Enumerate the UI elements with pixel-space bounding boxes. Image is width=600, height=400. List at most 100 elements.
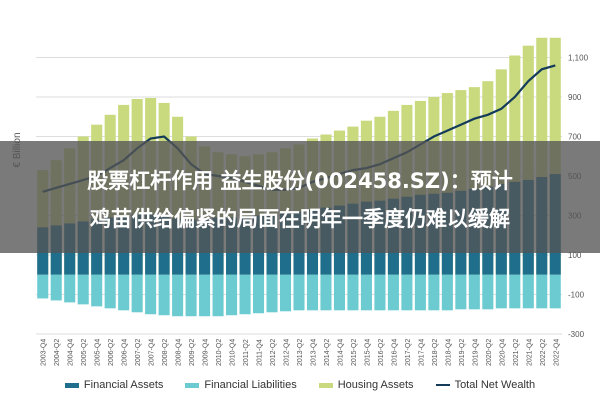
financial-liabilities-bar xyxy=(509,274,521,309)
financial-liabilities-bar xyxy=(50,274,62,301)
financial-liabilities-bar xyxy=(482,274,494,310)
x-tick-label: 2010-Q4 xyxy=(230,339,237,366)
x-tick-label: 2022-Q4 xyxy=(553,339,560,366)
x-axis-ticks: 2003-Q4 2004-Q2 2004-Q4 2005-Q2 2005-Q4 2006-… xyxy=(41,339,561,366)
x-tick-label: 2009-Q4 xyxy=(203,339,210,366)
financial-liabilities-bar xyxy=(158,274,170,316)
financial-liabilities-bar xyxy=(293,274,305,311)
x-tick-label: 2018-Q4 xyxy=(445,339,452,366)
financial-liabilities-bar xyxy=(455,274,467,310)
financial-liabilities-bar xyxy=(441,274,453,311)
x-tick-label: 2016-Q2 xyxy=(378,339,385,366)
x-tick-label: 2007-Q2 xyxy=(135,339,142,366)
x-tick-label: 2020-Q2 xyxy=(486,339,493,366)
x-tick-label: 2004-Q2 xyxy=(54,339,61,366)
financial-liabilities-bar xyxy=(37,274,49,299)
x-tick-label: 2017-Q2 xyxy=(405,339,412,366)
financial-liabilities-bar xyxy=(333,274,345,311)
x-tick-label: 2014-Q4 xyxy=(337,339,344,366)
x-tick-label: 2003-Q4 xyxy=(41,339,48,366)
legend-swatch xyxy=(185,382,200,388)
financial-liabilities-bar xyxy=(360,274,372,311)
financial-liabilities-bar xyxy=(212,274,224,317)
headline-line-1: 股票杠杆作用 益生股份(002458.SZ)：预计 xyxy=(87,169,513,193)
x-tick-label: 2006-Q2 xyxy=(108,339,115,366)
legend-item-financial-assets: Financial Assets xyxy=(64,376,164,394)
financial-liabilities-bar xyxy=(64,274,76,303)
legend: Financial Assets Financial Liabilities H… xyxy=(0,376,600,394)
financial-liabilities-bar xyxy=(320,274,332,311)
financial-liabilities-bar xyxy=(172,274,184,317)
financial-liabilities-bar xyxy=(306,274,319,311)
x-tick-label: 2005-Q2 xyxy=(81,339,88,366)
legend-label: Financial Liabilities xyxy=(204,379,297,391)
financial-liabilities-bar xyxy=(536,274,548,309)
financial-liabilities-bar xyxy=(185,274,197,317)
x-tick-label: 2015-Q4 xyxy=(364,339,371,366)
x-tick-label: 2015-Q2 xyxy=(351,339,358,366)
legend-label: Financial Assets xyxy=(83,379,164,391)
x-tick-label: 2021-Q4 xyxy=(526,339,533,366)
financial-liabilities-bar xyxy=(266,274,278,313)
x-tick-label: 2011-Q2 xyxy=(243,339,250,366)
x-tick-label: 2017-Q4 xyxy=(418,339,425,366)
financial-liabilities-bar xyxy=(549,274,561,309)
x-tick-label: 2020-Q4 xyxy=(499,339,506,366)
x-tick-label: 2007-Q4 xyxy=(149,339,156,366)
x-tick-label: 2008-Q2 xyxy=(162,339,169,366)
x-tick-label: 2016-Q4 xyxy=(391,339,398,366)
financial-liabilities-bar xyxy=(279,274,292,312)
headline-line-2: 鸡苗供给偏紧的局面在明年一季度仍难以缓解 xyxy=(90,207,510,231)
legend-swatch xyxy=(318,382,333,388)
financial-liabilities-bar xyxy=(347,274,359,311)
financial-liabilities-bar xyxy=(131,274,143,313)
x-tick-label: 2022-Q2 xyxy=(540,339,547,366)
financial-liabilities-bar xyxy=(145,274,157,315)
x-tick-label: 2019-Q2 xyxy=(459,339,466,366)
legend-item-housing-assets: Housing Assets xyxy=(318,376,414,394)
financial-liabilities-bar xyxy=(401,274,413,311)
financial-liabilities-bar xyxy=(104,274,116,309)
financial-liabilities-bar xyxy=(374,274,386,311)
headline-banner xyxy=(0,141,600,253)
x-tick-label: 2010-Q2 xyxy=(216,339,223,366)
x-tick-label: 2011-Q4 xyxy=(257,339,264,366)
y-tick-label: 1,100 xyxy=(568,54,589,63)
x-tick-label: 2005-Q4 xyxy=(95,339,102,366)
financial-liabilities-bar xyxy=(91,274,103,307)
legend-swatch xyxy=(64,382,79,388)
x-tick-label: 2013-Q4 xyxy=(310,339,317,366)
x-tick-label: 2004-Q4 xyxy=(68,339,75,366)
y-tick-label: -300 xyxy=(568,330,585,339)
financial-liabilities-bar xyxy=(226,274,238,316)
x-tick-label: 2012-Q4 xyxy=(284,339,291,366)
x-tick-label: 2014-Q2 xyxy=(324,339,331,366)
legend-swatch xyxy=(435,384,450,386)
financial-liabilities-bar xyxy=(428,274,440,311)
legend-item-financial-liabilities: Financial Liabilities xyxy=(185,376,297,394)
x-tick-label: 2009-Q2 xyxy=(189,339,196,366)
x-tick-label: 2008-Q4 xyxy=(176,339,183,366)
financial-liabilities-bar xyxy=(495,274,507,309)
financial-liabilities-bar xyxy=(199,274,211,317)
y-tick-label: 700 xyxy=(568,133,582,142)
y-tick-label: 900 xyxy=(568,93,582,102)
legend-label: Housing Assets xyxy=(337,379,414,391)
financial-liabilities-bar xyxy=(468,274,480,310)
financial-liabilities-bar xyxy=(118,274,130,311)
financial-liabilities-bar xyxy=(253,274,265,314)
x-tick-label: 2021-Q2 xyxy=(513,339,520,366)
x-tick-label: 2018-Q2 xyxy=(432,339,439,366)
financial-liabilities-bar xyxy=(77,274,89,305)
x-tick-label: 2012-Q2 xyxy=(270,339,277,366)
y-tick-label: -100 xyxy=(568,291,585,300)
legend-label: Total Net Wealth xyxy=(454,379,536,391)
x-tick-label: 2019-Q4 xyxy=(472,339,479,366)
financial-liabilities-bar xyxy=(239,274,251,315)
x-tick-label: 2013-Q2 xyxy=(297,339,304,366)
financial-liabilities-bar xyxy=(387,274,399,311)
y-tick-label: 100 xyxy=(568,251,582,260)
legend-item-total-net-wealth: Total Net Wealth xyxy=(435,376,536,394)
financial-liabilities-bar xyxy=(414,274,426,311)
financial-liabilities-bar xyxy=(522,274,534,309)
